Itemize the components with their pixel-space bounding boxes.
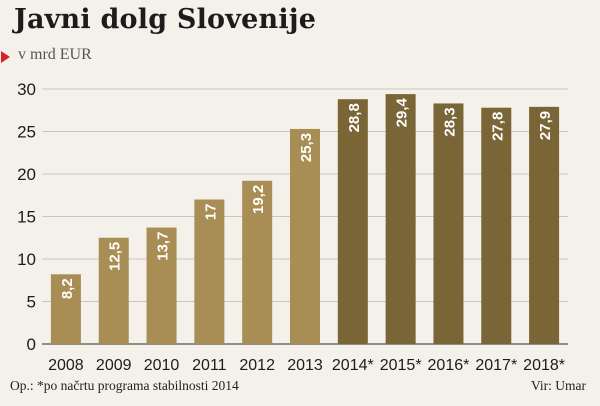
y-tick-label: 25 [17, 123, 36, 142]
bar-value-label: 12,5 [107, 242, 124, 271]
y-tick-label: 15 [17, 208, 36, 227]
bar [481, 107, 512, 344]
bar-value-label: 29,4 [394, 97, 411, 127]
bar-value-label: 27,8 [489, 112, 506, 141]
x-tick-label: 2012 [239, 357, 275, 374]
bar-value-label: 17 [202, 204, 219, 221]
bar [337, 99, 368, 344]
footnote: Op.: *po načrtu programa stabilnosti 201… [10, 378, 239, 393]
y-tick-label: 20 [17, 165, 36, 184]
x-tick-label: 2016* [428, 357, 470, 374]
x-tick-label: 2018* [523, 357, 565, 374]
bar [529, 106, 560, 344]
y-tick-label: 5 [27, 293, 36, 312]
y-tick-label: 30 [17, 80, 36, 99]
x-tick-label: 2008 [48, 357, 84, 374]
bar-value-label: 13,7 [155, 232, 172, 261]
source-credit: Vir: Umar [530, 378, 586, 393]
x-tick-label: 2014* [332, 357, 374, 374]
bar [194, 199, 225, 344]
bar-value-label: 28,8 [346, 103, 363, 132]
x-tick-label: 2011 [192, 357, 227, 374]
x-tick-label: 2015* [380, 357, 422, 374]
x-tick-label: 2013 [287, 357, 323, 374]
red-triangle-icon [1, 51, 10, 63]
x-tick-label: 2010 [144, 357, 180, 374]
bar-value-label: 28,3 [441, 107, 458, 136]
bar [433, 103, 464, 344]
y-tick-label: 10 [17, 250, 36, 269]
bar [146, 227, 177, 344]
x-tick-label: 2009 [96, 357, 132, 374]
chart-title: Javni dolg Slovenije [14, 4, 317, 35]
bar [242, 180, 273, 344]
bar-value-label: 19,2 [250, 185, 267, 214]
x-tick-label: 2017* [475, 357, 517, 374]
bar [98, 237, 129, 344]
bar [290, 128, 320, 344]
bar-value-label: 27,9 [537, 111, 554, 140]
bar [50, 274, 81, 344]
y-tick-label: 0 [27, 335, 36, 354]
bar [385, 94, 416, 344]
bar-value-label: 25,3 [298, 133, 315, 162]
bar-value-label: 8,2 [59, 278, 76, 299]
chart-subtitle: v mrd EUR [18, 46, 92, 63]
